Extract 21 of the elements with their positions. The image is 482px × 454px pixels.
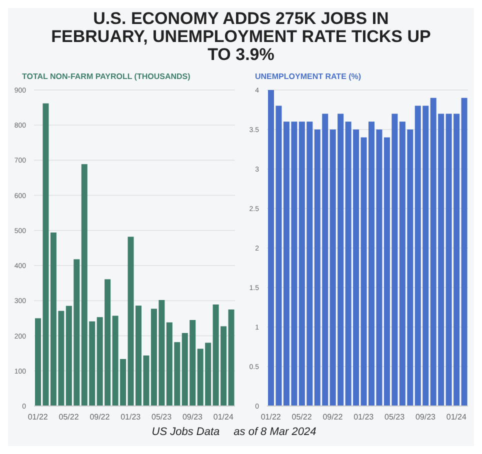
x-tick-label: 01/22 bbox=[260, 412, 282, 422]
text: as of 8 Mar 2024 bbox=[234, 426, 316, 438]
chart-subtitle: UNEMPLOYMENT RATE (%) bbox=[255, 72, 362, 83]
x-tick-label: 01/24 bbox=[446, 412, 467, 422]
x-tick-label: 09/23 bbox=[415, 412, 436, 422]
bar bbox=[228, 309, 234, 406]
x-tick-label: 05/22 bbox=[292, 412, 312, 422]
x-tick-label: 05/23 bbox=[152, 412, 172, 422]
x-tick-label: 09/23 bbox=[182, 412, 204, 422]
x-tick-label: 01/23 bbox=[354, 412, 374, 422]
x-tick-label: 05/22 bbox=[58, 412, 80, 422]
x-tick-label: 01/22 bbox=[28, 412, 48, 422]
chart-title: U.S. ECONOMY ADDS 275K JOBS IN FEBRUARY, UNEMPLOYMENT RATE TICKS UP TO 3.9% bbox=[51, 8, 431, 64]
text: US Jobs Data bbox=[152, 426, 220, 438]
x-tick-label: 09/22 bbox=[322, 412, 344, 422]
chart-subtitle: TOTAL NON-FARM PAYROLL (THOUSANDS) bbox=[22, 72, 192, 83]
x-tick-label: 01/23 bbox=[120, 412, 142, 422]
x-tick-label: 05/23 bbox=[384, 412, 406, 422]
bar bbox=[461, 98, 468, 406]
x-tick-label: 01/24 bbox=[213, 412, 234, 422]
x-tick-label: 09/22 bbox=[90, 412, 110, 422]
